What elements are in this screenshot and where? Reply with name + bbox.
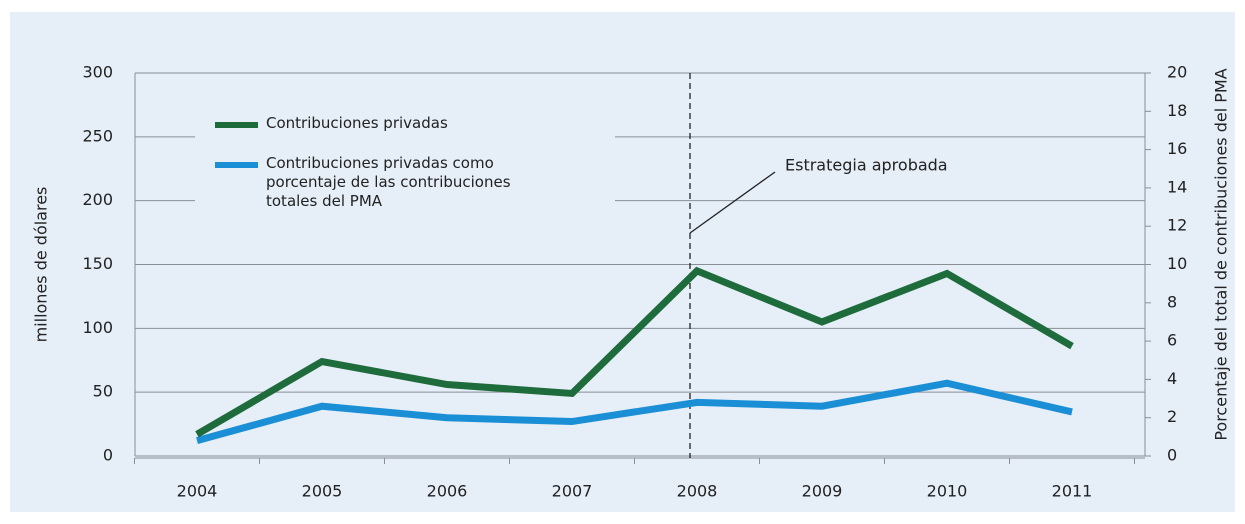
x-tick-label: 2008 [677, 482, 718, 501]
legend-label: Contribuciones privadas [266, 114, 448, 132]
y2-tick-label: 0 [1167, 446, 1177, 465]
x-tick-label: 2010 [927, 482, 968, 501]
y2-tick-label: 20 [1167, 63, 1187, 82]
y-tick-label: 200 [82, 190, 113, 209]
y2-tick-label: 14 [1167, 177, 1187, 196]
y2-axis-label: Porcentaje del total de contribuciones d… [1212, 68, 1231, 440]
y2-tick-label: 10 [1167, 254, 1187, 273]
series-line [195, 266, 1074, 438]
y-tick-label: 50 [93, 382, 113, 401]
y2-tick-label: 8 [1167, 292, 1177, 311]
x-tick-label: 2004 [177, 482, 218, 501]
legend-item: Contribuciones privadas como porcentaje … [266, 154, 511, 210]
legend-label: Contribuciones privadas como porcentaje … [266, 154, 511, 210]
y-axis-label: millones de dólares [32, 187, 51, 343]
y-tick-label: 100 [82, 318, 113, 337]
y-tick-label: 0 [103, 446, 113, 465]
legend-item: Contribuciones privadas [266, 114, 448, 132]
annotation: Estrategia aprobada [785, 156, 948, 175]
x-tick-label: 2005 [302, 482, 343, 501]
legend-box [195, 100, 615, 225]
y-tick-label: 300 [82, 63, 113, 82]
x-tick-label: 2009 [802, 482, 843, 501]
series-line [196, 379, 1073, 445]
y2-tick-label: 18 [1167, 101, 1187, 120]
x-tick-label: 2006 [427, 482, 468, 501]
y-tick-label: 150 [82, 254, 113, 273]
x-tick-label: 2007 [552, 482, 593, 501]
y2-tick-label: 6 [1167, 331, 1177, 350]
panel [10, 12, 1235, 512]
y2-tick-label: 2 [1167, 407, 1177, 426]
annotation-leader [689, 171, 776, 234]
y-tick-label: 250 [82, 126, 113, 145]
x-tick-label: 2011 [1052, 482, 1093, 501]
y2-tick-label: 4 [1167, 369, 1177, 388]
y2-tick-label: 16 [1167, 139, 1187, 158]
y2-tick-label: 12 [1167, 216, 1187, 235]
